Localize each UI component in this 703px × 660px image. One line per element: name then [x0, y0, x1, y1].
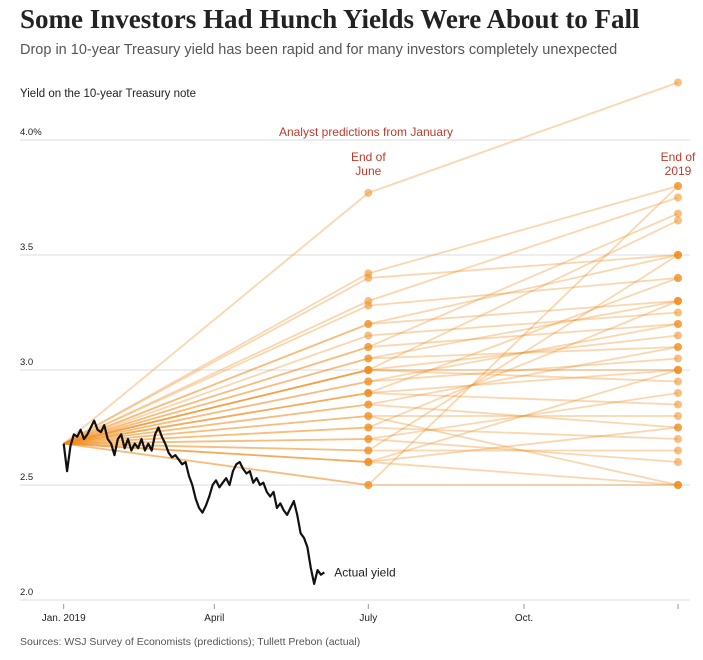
prediction-dot: [674, 216, 682, 225]
prediction-dot: [674, 412, 682, 420]
prediction-dot: [364, 301, 373, 310]
prediction-dot: [674, 193, 682, 202]
prediction-dot: [674, 274, 682, 282]
prediction-dot: [364, 412, 373, 420]
prediction-dot: [674, 78, 682, 87]
prediction-dot: [674, 435, 682, 443]
prediction-dot: [674, 343, 682, 351]
prediction-dot: [674, 354, 682, 363]
prediction-dot: [674, 458, 682, 466]
x-tick-label: Jan. 2019: [42, 613, 86, 624]
prediction-dot: [364, 188, 373, 197]
x-tick-label: July: [359, 613, 377, 624]
y-tick-label: 2.0: [20, 587, 33, 598]
prediction-dot: [364, 389, 373, 397]
prediction-dot: [674, 377, 682, 386]
predictions-label: Analyst predictions from January: [279, 125, 453, 139]
x-tick-label: Oct.: [515, 613, 533, 624]
prediction-dot: [674, 251, 682, 259]
y-tick-label: 2.5: [20, 472, 33, 483]
prediction-dot: [364, 458, 373, 466]
prediction-dot: [364, 320, 373, 328]
actual-label: Actual yield: [334, 565, 395, 579]
period-label: End of: [661, 150, 696, 164]
prediction-dot: [364, 274, 373, 282]
period-label: 2019: [665, 164, 692, 178]
prediction-dot: [364, 366, 373, 374]
prediction-dot: [674, 297, 682, 305]
prediction-dot: [364, 354, 373, 363]
prediction-dot: [674, 400, 682, 409]
prediction-dot: [674, 366, 682, 374]
period-label: End of: [351, 150, 386, 164]
y-tick-label: 3.5: [20, 242, 33, 253]
x-tick-label: April: [204, 613, 224, 624]
prediction-dot: [674, 481, 682, 489]
prediction-dot: [674, 389, 682, 397]
period-label: June: [355, 164, 381, 178]
chart-title: Some Investors Had Hunch Yields Were Abo…: [20, 4, 640, 34]
prediction-dot: [364, 423, 373, 432]
prediction-dot: [674, 308, 682, 317]
prediction-dot: [364, 446, 373, 455]
prediction-dot: [364, 435, 373, 443]
prediction-dot: [674, 209, 682, 218]
prediction-dot: [674, 320, 682, 328]
y-tick-label: 3.0: [20, 357, 33, 368]
prediction-dot: [674, 423, 682, 432]
actual-line: [62, 419, 325, 585]
prediction-dot: [674, 446, 682, 455]
prediction-dot: [364, 331, 373, 340]
prediction-dot: [364, 400, 373, 409]
prediction-dot: [364, 343, 373, 351]
prediction-line: [63, 212, 679, 445]
chart-subtitle: Drop in 10-year Treasury yield has been …: [20, 42, 617, 58]
y-tick-label: 4.0%: [20, 127, 42, 138]
source: Sources: WSJ Survey of Economists (predi…: [20, 636, 360, 648]
prediction-dot: [674, 331, 682, 340]
prediction-dot: [364, 481, 373, 489]
prediction-dot: [674, 182, 682, 190]
y-axis-label: Yield on the 10-year Treasury note: [20, 88, 196, 100]
prediction-dot: [364, 377, 373, 386]
